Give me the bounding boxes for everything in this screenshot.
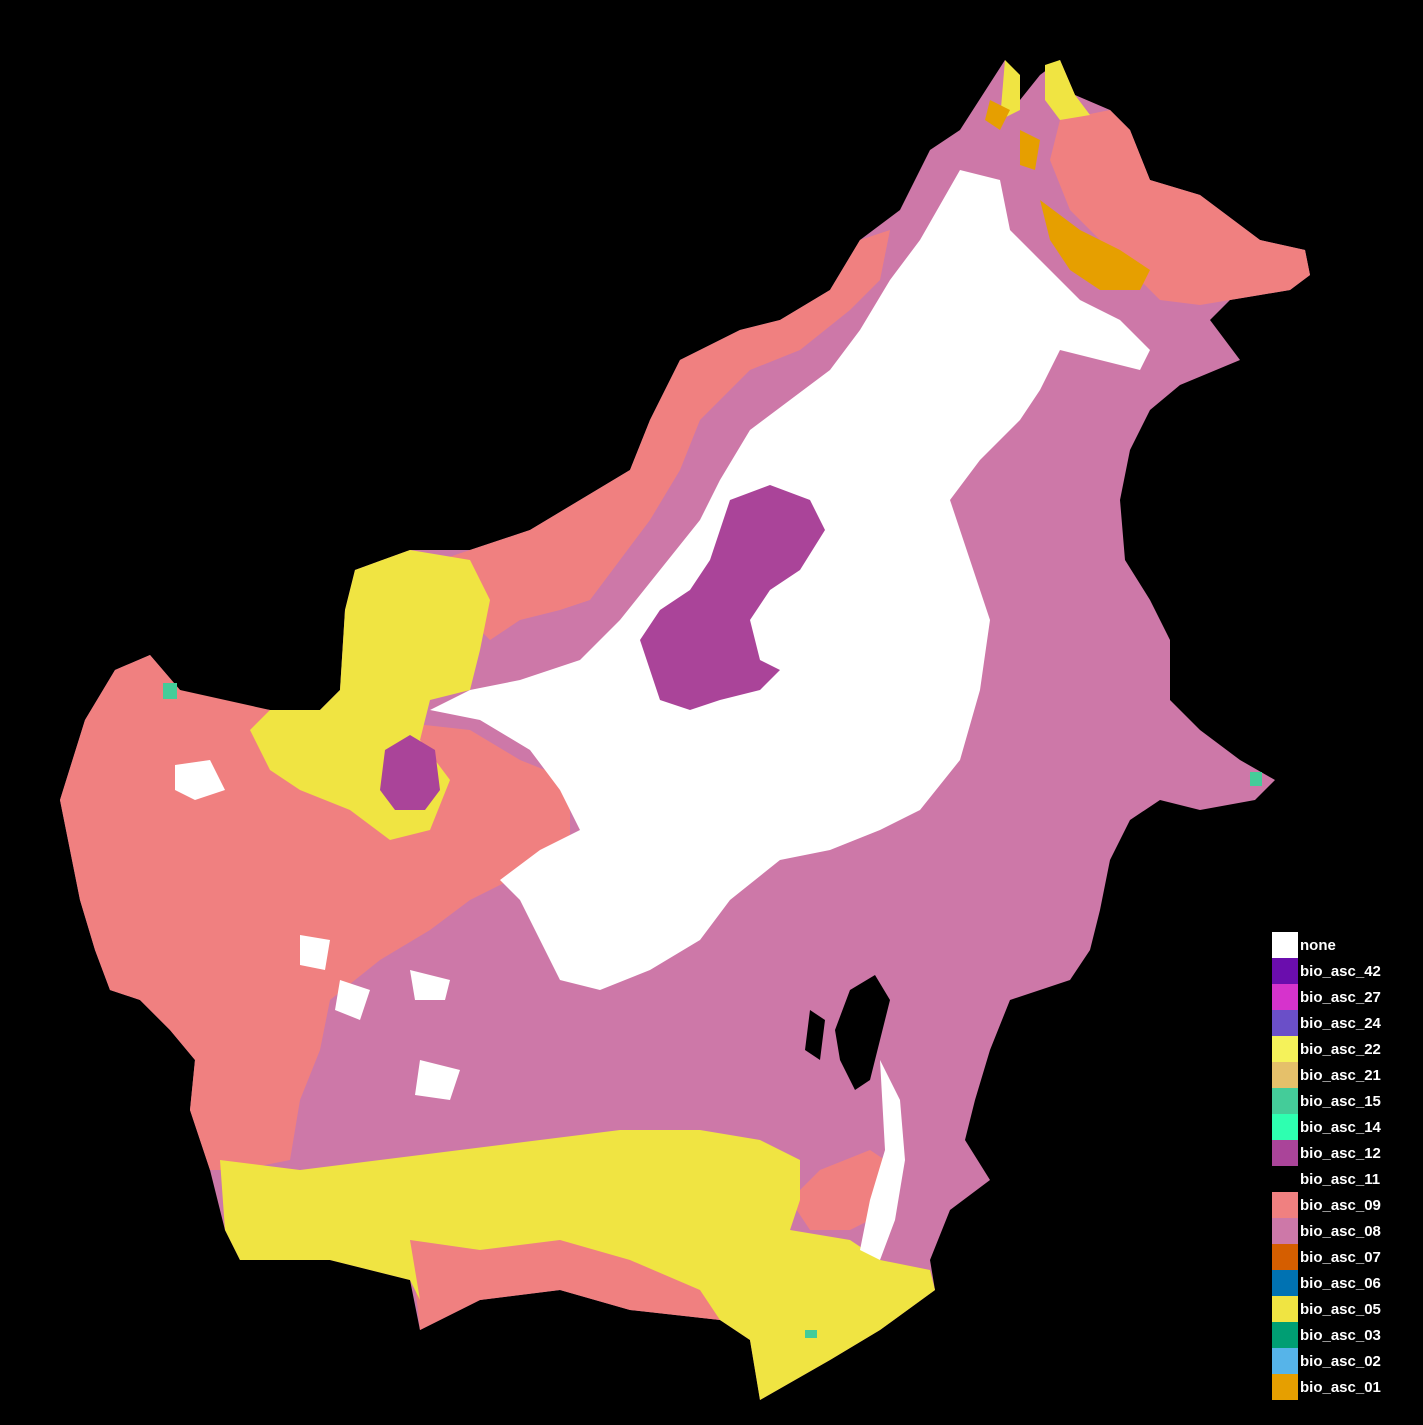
legend-label: bio_asc_42 [1300,962,1381,980]
region-none-south-strip [860,1060,905,1260]
legend-swatch [1272,1010,1298,1036]
legend-swatch [1272,1322,1298,1348]
legend-item: bio_asc_09 [1272,1192,1417,1218]
legend-swatch [1272,1296,1298,1322]
legend-label: bio_asc_11 [1300,1170,1381,1188]
legend-swatch [1272,1036,1298,1062]
region-bio-asc-12-central [640,485,825,710]
legend-item: bio_asc_05 [1272,1296,1417,1322]
region-none-west-patches [175,760,460,1100]
legend-label: bio_asc_05 [1300,1300,1381,1318]
legend-swatch [1272,958,1298,984]
region-bio-asc-09-northwest-coast [440,230,890,640]
legend-item: bio_asc_15 [1272,1088,1417,1114]
region-bio-asc-15-west [163,683,177,699]
legend-swatch [1272,984,1298,1010]
legend-swatch [1272,932,1298,958]
legend-label: bio_asc_27 [1300,988,1381,1006]
legend-swatch [1272,1140,1298,1166]
legend-swatch [1272,1244,1298,1270]
legend-item: bio_asc_21 [1272,1062,1417,1088]
legend-swatch [1272,1374,1298,1400]
legend-label: bio_asc_08 [1300,1222,1381,1240]
legend-item: bio_asc_03 [1272,1322,1417,1348]
legend-label: bio_asc_15 [1300,1092,1381,1110]
legend-label: bio_asc_03 [1300,1326,1381,1344]
legend-swatch [1272,1166,1298,1192]
legend-label: bio_asc_06 [1300,1274,1381,1292]
map-legend: none bio_asc_42 bio_asc_27 bio_asc_24 bio_as… [1272,932,1417,1400]
region-bio-asc-01-northeast [985,100,1150,290]
legend-label: bio_asc_07 [1300,1248,1381,1266]
region-bio-asc-15-east [1250,772,1262,786]
region-bio-asc-05-south [220,1130,935,1400]
region-bio-asc-05-north-tip [1000,60,1090,120]
legend-item: bio_asc_42 [1272,958,1417,984]
legend-item: bio_asc_01 [1272,1374,1417,1400]
legend-label: bio_asc_21 [1300,1066,1381,1084]
legend-swatch [1272,1114,1298,1140]
legend-label: bio_asc_24 [1300,1014,1381,1032]
legend-item: bio_asc_11 [1272,1166,1417,1192]
legend-item: bio_asc_02 [1272,1348,1417,1374]
legend-label: none [1300,936,1336,954]
legend-label: bio_asc_12 [1300,1144,1381,1162]
legend-label: bio_asc_02 [1300,1352,1381,1370]
legend-item: bio_asc_07 [1272,1244,1417,1270]
legend-label: bio_asc_14 [1300,1118,1381,1136]
legend-item: none [1272,932,1417,958]
region-bio-asc-12-west-crater [380,735,440,810]
legend-swatch [1272,1062,1298,1088]
legend-label: bio_asc_09 [1300,1196,1381,1214]
region-bio-asc-11-south-cluster [805,975,890,1090]
legend-swatch [1272,1270,1298,1296]
legend-item: bio_asc_06 [1272,1270,1417,1296]
legend-item: bio_asc_24 [1272,1010,1417,1036]
legend-item: bio_asc_08 [1272,1218,1417,1244]
region-bio-asc-15-south [805,1330,817,1338]
legend-label: bio_asc_22 [1300,1040,1381,1058]
legend-item: bio_asc_27 [1272,984,1417,1010]
legend-label: bio_asc_01 [1300,1378,1381,1396]
region-none-central-highlands [430,170,1150,990]
legend-swatch [1272,1192,1298,1218]
legend-item: bio_asc_12 [1272,1140,1417,1166]
legend-swatch [1272,1088,1298,1114]
legend-swatch [1272,1348,1298,1374]
legend-item: bio_asc_22 [1272,1036,1417,1062]
legend-item: bio_asc_14 [1272,1114,1417,1140]
legend-swatch [1272,1218,1298,1244]
region-bio-asc-09-south-coast [410,1240,760,1330]
region-bio-asc-09-northeast [1050,110,1310,305]
